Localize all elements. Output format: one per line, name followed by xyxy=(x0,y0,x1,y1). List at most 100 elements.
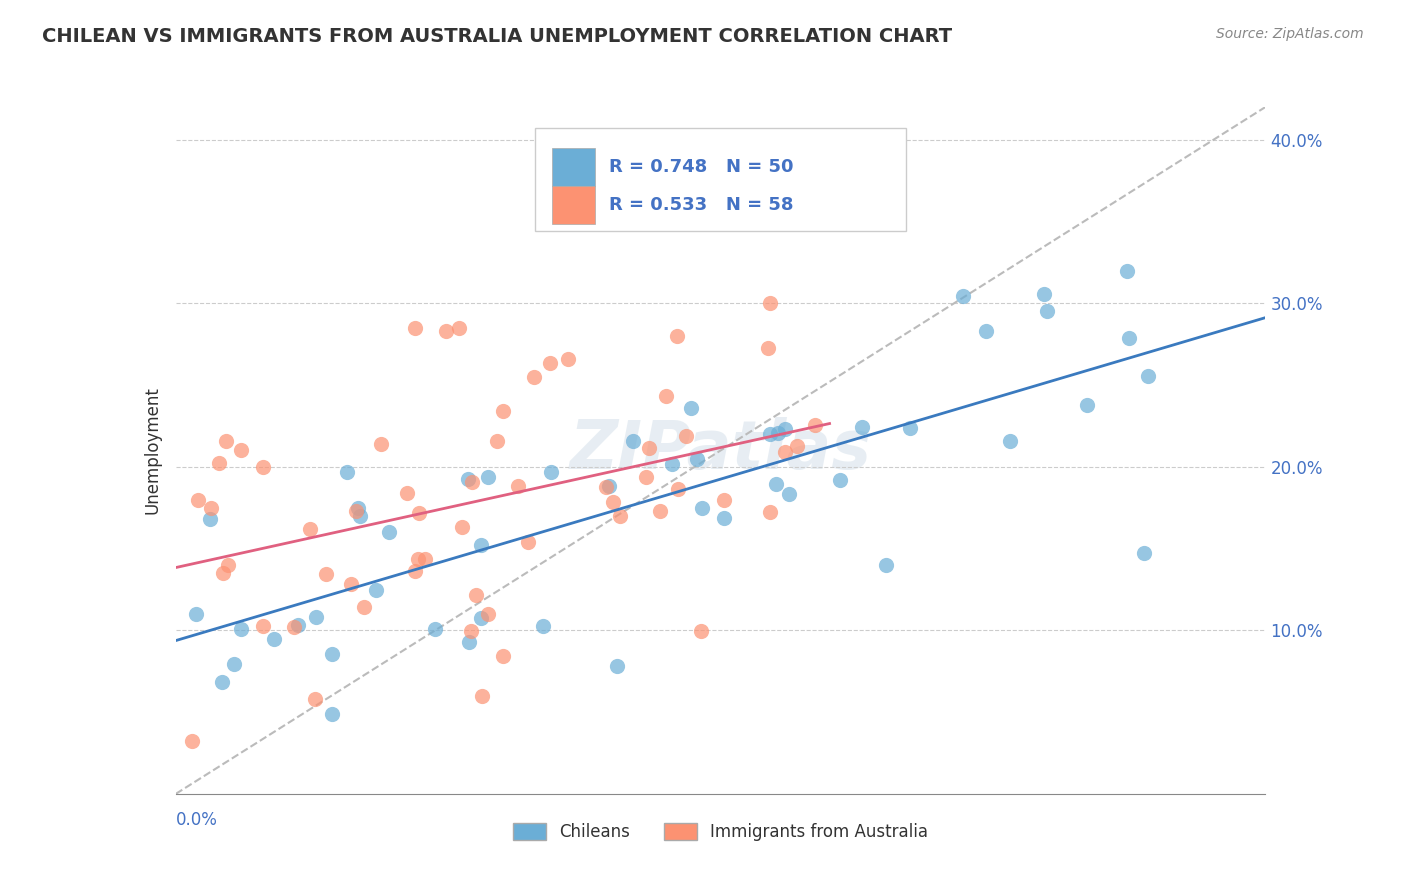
Point xyxy=(516,535,538,549)
Point xyxy=(404,564,426,578)
Point xyxy=(471,689,494,703)
Point xyxy=(759,296,782,310)
Point xyxy=(1137,368,1160,383)
Point xyxy=(413,552,436,566)
Point xyxy=(212,566,235,581)
Point xyxy=(477,470,499,484)
Point xyxy=(349,508,371,523)
Point xyxy=(408,506,430,520)
Point xyxy=(321,647,343,661)
FancyBboxPatch shape xyxy=(536,128,905,231)
Point xyxy=(637,441,659,455)
Text: ZIPatlas: ZIPatlas xyxy=(569,417,872,483)
Point xyxy=(768,425,790,440)
Text: R = 0.748   N = 50: R = 0.748 N = 50 xyxy=(609,159,794,177)
Point xyxy=(217,558,239,572)
Point xyxy=(425,623,447,637)
Point xyxy=(477,607,499,621)
Point xyxy=(470,610,492,624)
Point xyxy=(491,404,513,418)
Point xyxy=(675,429,697,443)
Text: CHILEAN VS IMMIGRANTS FROM AUSTRALIA UNEMPLOYMENT CORRELATION CHART: CHILEAN VS IMMIGRANTS FROM AUSTRALIA UNE… xyxy=(42,27,952,45)
Point xyxy=(321,706,343,721)
Point xyxy=(451,520,474,534)
Point xyxy=(666,482,689,496)
Point xyxy=(598,479,620,493)
Point xyxy=(557,352,579,367)
Point xyxy=(523,370,546,384)
Point xyxy=(395,485,418,500)
Point xyxy=(181,734,204,748)
Text: R = 0.533   N = 58: R = 0.533 N = 58 xyxy=(609,196,794,214)
Point xyxy=(773,422,796,436)
Point xyxy=(1116,263,1139,277)
Point xyxy=(690,500,713,515)
Point xyxy=(875,558,897,573)
Point xyxy=(828,473,851,487)
Legend: Chileans, Immigrants from Australia: Chileans, Immigrants from Australia xyxy=(506,816,935,847)
Point xyxy=(457,635,479,649)
Point xyxy=(461,475,484,489)
Point xyxy=(464,588,486,602)
Point xyxy=(229,622,252,636)
Point xyxy=(364,582,387,597)
Point xyxy=(1000,434,1022,449)
Point xyxy=(595,480,617,494)
Point xyxy=(447,321,470,335)
Point xyxy=(405,321,427,335)
Point xyxy=(470,538,492,552)
Point xyxy=(1076,398,1098,412)
Point xyxy=(655,389,678,403)
Point xyxy=(1118,331,1140,345)
Point xyxy=(263,632,285,647)
Point xyxy=(538,356,561,370)
Point xyxy=(606,659,628,673)
Point xyxy=(287,618,309,632)
Point xyxy=(621,434,644,448)
Point xyxy=(406,552,429,566)
Point xyxy=(186,492,209,507)
Point xyxy=(898,421,921,435)
Point xyxy=(650,504,672,518)
Point xyxy=(492,649,515,664)
Point xyxy=(690,624,713,638)
Point xyxy=(252,619,274,633)
Point xyxy=(200,512,222,526)
FancyBboxPatch shape xyxy=(551,186,595,224)
Point xyxy=(347,501,370,516)
Point xyxy=(485,434,508,448)
Point xyxy=(460,624,482,639)
Point xyxy=(506,479,529,493)
Text: Source: ZipAtlas.com: Source: ZipAtlas.com xyxy=(1216,27,1364,41)
Point xyxy=(786,439,808,453)
Point xyxy=(208,456,231,470)
Point xyxy=(759,505,782,519)
Point xyxy=(214,434,236,448)
Point xyxy=(283,620,305,634)
Point xyxy=(666,329,689,343)
Point xyxy=(315,566,337,581)
Text: 0.0%: 0.0% xyxy=(176,811,218,829)
Point xyxy=(340,577,363,591)
Point xyxy=(609,508,631,523)
FancyBboxPatch shape xyxy=(551,148,595,186)
Point xyxy=(713,511,735,525)
Point xyxy=(713,493,735,508)
Point xyxy=(304,610,326,624)
Point xyxy=(231,443,253,458)
Point xyxy=(804,418,827,433)
Point xyxy=(211,675,233,690)
Point xyxy=(681,401,703,415)
Point xyxy=(1033,287,1056,301)
Point xyxy=(252,459,274,474)
Point xyxy=(686,451,709,466)
Point xyxy=(457,472,479,486)
Point xyxy=(758,426,780,441)
Point xyxy=(1036,304,1059,318)
Point xyxy=(974,324,997,338)
Point xyxy=(773,444,796,458)
Point xyxy=(298,522,321,536)
Point xyxy=(186,607,208,621)
Point xyxy=(765,477,787,491)
Point xyxy=(952,289,974,303)
